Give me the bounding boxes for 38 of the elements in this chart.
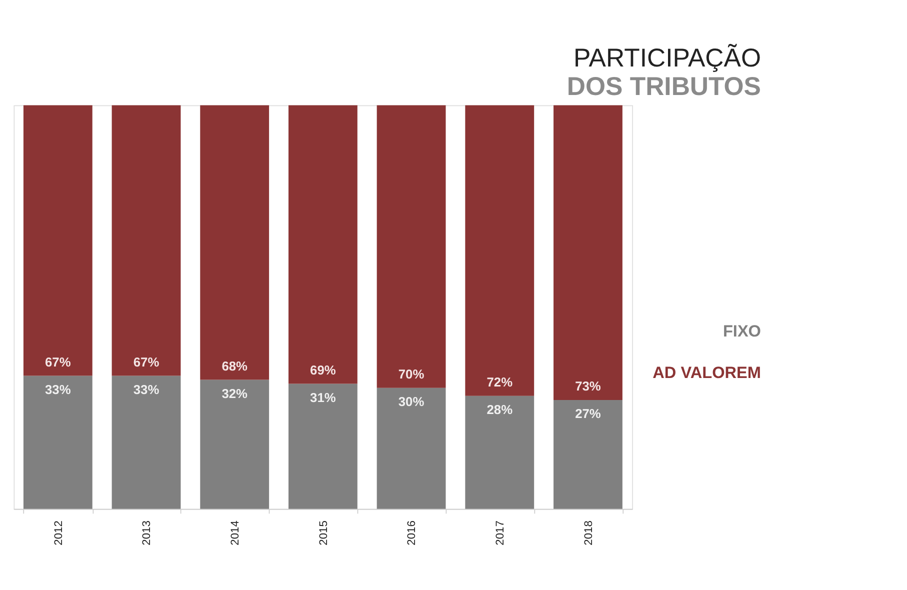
data-label: 33% — [133, 382, 160, 397]
chart-title: PARTICIPAÇÃO DOS TRIBUTOS — [566, 44, 761, 101]
data-label: 31% — [310, 390, 336, 405]
x-tick-label: 2013 — [141, 520, 154, 546]
data-label: 68% — [222, 358, 248, 374]
data-label: 33% — [45, 382, 72, 397]
data-label: 69% — [310, 362, 336, 378]
bar — [288, 105, 358, 384]
text: FIXO — [722, 322, 761, 341]
data-label: 73% — [575, 378, 602, 394]
bar — [554, 105, 622, 400]
bar — [200, 380, 270, 509]
bar — [465, 396, 534, 509]
data-label: 70% — [398, 366, 425, 382]
data-label: 67% — [45, 354, 72, 370]
x-tick-label: 2018 — [582, 520, 595, 546]
x-tick-label: 2016 — [406, 520, 418, 546]
bar — [112, 105, 181, 376]
data-label: 27% — [575, 406, 602, 421]
bar — [465, 105, 534, 396]
data-label: 30% — [398, 394, 425, 409]
x-tick-label: 2017 — [494, 520, 506, 546]
x-tick-label: 2014 — [229, 520, 242, 546]
data-label: 28% — [486, 402, 514, 417]
bar — [23, 376, 92, 509]
bar — [288, 384, 358, 509]
data-label: 72% — [486, 374, 514, 390]
data-label: 67% — [133, 354, 160, 370]
bar — [200, 105, 270, 380]
x-tick-label: 2015 — [318, 520, 330, 546]
series-label: AD VALOREM — [652, 364, 761, 382]
data-label: 32% — [222, 386, 248, 401]
bar — [554, 400, 622, 509]
bar — [376, 105, 446, 388]
bar — [112, 376, 181, 509]
bar — [23, 105, 92, 376]
x-tick-label: 2012 — [52, 520, 65, 546]
bar — [376, 388, 446, 509]
